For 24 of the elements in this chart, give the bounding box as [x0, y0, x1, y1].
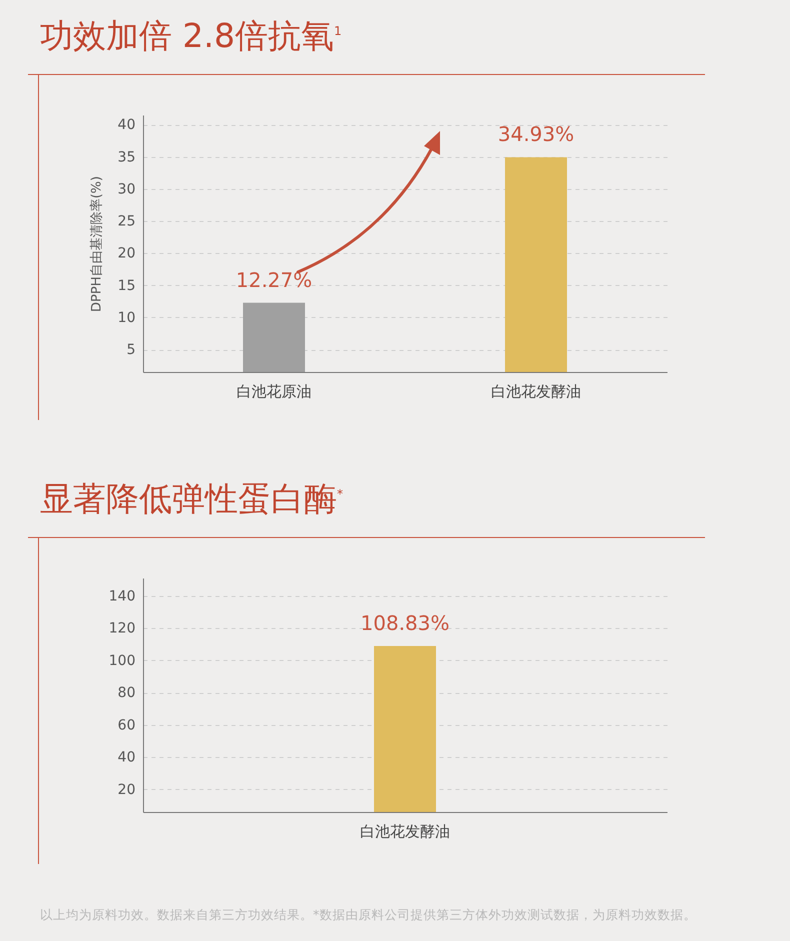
x-tick-label: 白池花发酵油 — [491, 382, 581, 400]
data-label: 12.27% — [236, 268, 312, 292]
y-tick-label: 140 — [108, 588, 136, 604]
chart-title: 功效加倍 2.8倍抗氧$^{1}$ — [40, 15, 342, 57]
y-tick-label: 5 — [126, 342, 136, 358]
x-tick-label: 白池花发酵油 — [360, 822, 450, 840]
data-label: 34.93% — [498, 122, 574, 146]
y-tick-label: 35 — [118, 149, 136, 166]
y-tick-label: 40 — [118, 750, 136, 766]
data-label: 108.83% — [360, 611, 450, 636]
y-tick-label: 20 — [118, 782, 136, 798]
y-tick-label: 100 — [108, 652, 136, 669]
y-tick-label: 80 — [118, 685, 136, 702]
y-axis-title: DPPH自由基清除率(%) — [88, 176, 105, 312]
y-tick-label: 20 — [118, 246, 136, 262]
y-tick-label: 30 — [118, 181, 136, 198]
chart-title: 显著降低弹性蛋白酶$^{*}$ — [40, 478, 343, 520]
x-tick-label: 白池花原油 — [236, 382, 312, 400]
y-tick-label: 60 — [118, 717, 136, 734]
y-tick-label: 25 — [118, 214, 136, 230]
y-tick-label: 40 — [118, 117, 136, 134]
y-tick-label: 120 — [108, 620, 136, 637]
y-tick-label: 15 — [118, 278, 136, 294]
y-tick-label: 10 — [118, 310, 136, 326]
